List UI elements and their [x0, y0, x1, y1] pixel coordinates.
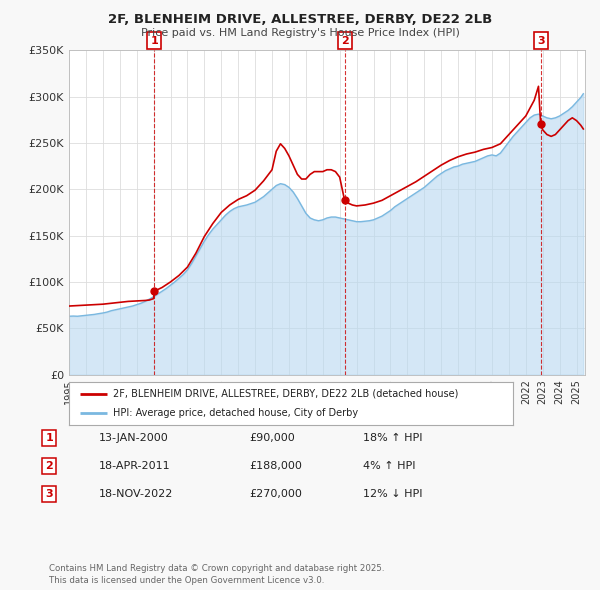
Text: £270,000: £270,000 [249, 489, 302, 499]
Text: Contains HM Land Registry data © Crown copyright and database right 2025.
This d: Contains HM Land Registry data © Crown c… [49, 565, 385, 585]
Text: Price paid vs. HM Land Registry's House Price Index (HPI): Price paid vs. HM Land Registry's House … [140, 28, 460, 38]
Text: 3: 3 [46, 489, 53, 499]
Text: 2F, BLENHEIM DRIVE, ALLESTREE, DERBY, DE22 2LB: 2F, BLENHEIM DRIVE, ALLESTREE, DERBY, DE… [108, 13, 492, 26]
Text: 18-NOV-2022: 18-NOV-2022 [99, 489, 173, 499]
Text: HPI: Average price, detached house, City of Derby: HPI: Average price, detached house, City… [113, 408, 359, 418]
Text: 4% ↑ HPI: 4% ↑ HPI [363, 461, 415, 471]
Text: £90,000: £90,000 [249, 433, 295, 442]
Text: 18% ↑ HPI: 18% ↑ HPI [363, 433, 422, 442]
Text: 2: 2 [46, 461, 53, 471]
Text: 2F, BLENHEIM DRIVE, ALLESTREE, DERBY, DE22 2LB (detached house): 2F, BLENHEIM DRIVE, ALLESTREE, DERBY, DE… [113, 389, 459, 399]
Text: 2: 2 [341, 35, 349, 45]
Text: 3: 3 [537, 35, 544, 45]
Text: £188,000: £188,000 [249, 461, 302, 471]
Text: 18-APR-2011: 18-APR-2011 [99, 461, 170, 471]
Text: 1: 1 [46, 433, 53, 442]
Text: 12% ↓ HPI: 12% ↓ HPI [363, 489, 422, 499]
Text: 1: 1 [151, 35, 158, 45]
Text: 13-JAN-2000: 13-JAN-2000 [99, 433, 169, 442]
